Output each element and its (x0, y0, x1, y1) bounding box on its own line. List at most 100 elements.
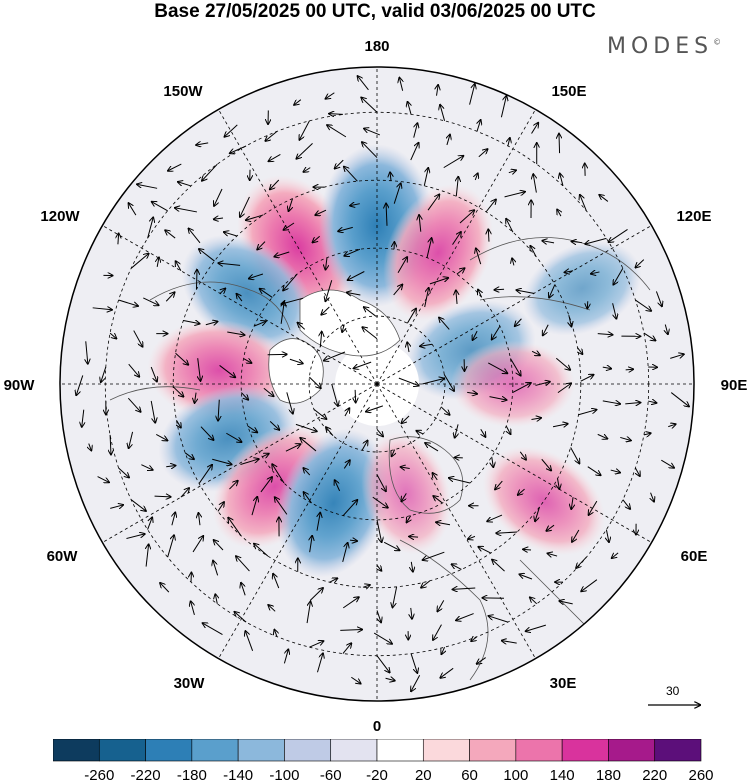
wind-arrow (504, 192, 525, 198)
wind-arrow (494, 289, 505, 290)
wind-arrow (495, 480, 503, 489)
colorbar-box (469, 739, 517, 762)
wind-arrow (402, 415, 410, 423)
wind-arrow (478, 149, 488, 158)
wind-arrow (129, 203, 137, 216)
wind-arrow (440, 667, 454, 678)
wind-arrow (376, 655, 390, 673)
wind-arrow (176, 420, 180, 427)
wind-arrow (515, 318, 522, 326)
wind-arrow (419, 215, 421, 232)
wind-arrow (205, 322, 218, 325)
wind-arrow (118, 234, 119, 245)
wind-arrow (655, 291, 661, 306)
wind-arrow (489, 397, 507, 400)
wind-arrow (455, 424, 458, 437)
wind-arrow (488, 362, 507, 373)
wind-arrow (535, 382, 549, 386)
wind-arrow (109, 332, 116, 338)
wind-arrow (165, 292, 174, 302)
wind-arrow (141, 464, 152, 470)
wind-arrow (309, 641, 323, 648)
wind-arrow (572, 241, 583, 242)
wind-arrow (289, 198, 294, 212)
wind-arrow (475, 173, 477, 181)
wind-arrow (468, 536, 476, 539)
wind-arrow (196, 270, 197, 290)
wind-arrow (342, 597, 359, 609)
wind-arrow (154, 496, 171, 497)
wind-arrow (335, 480, 341, 492)
graticule (60, 67, 694, 701)
wind-arrow (240, 196, 250, 217)
wind-arrow (437, 600, 445, 611)
wind-vectors (76, 76, 689, 691)
wind-arrow (477, 120, 481, 132)
wind-arrow (167, 535, 174, 558)
wind-arrow (168, 163, 182, 171)
wind-arrow (530, 597, 538, 605)
wind-arrow (247, 425, 257, 432)
wind-arrow (597, 334, 613, 335)
colorbar-box (608, 739, 656, 762)
wind-arrow (269, 154, 281, 161)
wind-arrow (320, 332, 321, 347)
wind-arrow (651, 492, 654, 502)
wind-arrow (410, 143, 419, 161)
meridian-line (102, 225, 378, 385)
wind-arrow (488, 229, 489, 242)
wind-arrow (456, 613, 474, 621)
wind-arrow (456, 268, 465, 275)
wind-arrow (376, 474, 386, 492)
colorbar-label: 140 (550, 767, 575, 783)
wind-arrow (423, 551, 445, 560)
wind-arrow (342, 324, 344, 332)
wind-arrow (433, 624, 442, 640)
wind-arrow (665, 324, 668, 334)
wind-arrow (386, 204, 387, 226)
wind-arrow (226, 432, 241, 442)
wind-arrow (467, 392, 477, 394)
wind-arrow (214, 188, 223, 206)
wind-arrow (361, 441, 367, 451)
wind-arrow (397, 257, 407, 274)
wind-arrow (441, 646, 444, 654)
wind-arrow (571, 497, 573, 509)
wind-arrow (128, 363, 140, 377)
wind-arrow (344, 167, 358, 182)
wind-arrow (581, 579, 598, 592)
wind-arrow (118, 299, 138, 306)
lon-label-60w: 60W (47, 548, 79, 565)
wind-arrow (214, 218, 224, 219)
wind-arrow (411, 675, 421, 691)
wind-arrow (345, 408, 349, 417)
latitude-circle (240, 247, 514, 521)
copyright-mark: © (713, 37, 722, 47)
wind-arrow (212, 458, 231, 464)
wind-arrow (622, 499, 630, 509)
wind-arrow (118, 467, 129, 478)
wind-arrow (147, 518, 153, 530)
colorbar-label: 100 (503, 767, 528, 783)
wind-arrow (372, 496, 388, 508)
wind-arrow (257, 241, 266, 250)
wind-arrow (296, 143, 313, 158)
anomaly-low-east-asia (522, 240, 642, 336)
wind-arrow (196, 143, 209, 145)
wind-arrow (284, 222, 295, 230)
wind-arrow (436, 522, 451, 524)
wind-arrow (130, 254, 148, 269)
wind-arrow (361, 98, 378, 113)
wind-arrow (385, 678, 395, 680)
wind-arrow (82, 409, 84, 427)
wind-arrow (530, 246, 537, 257)
wind-arrow (440, 406, 450, 415)
wind-arrow (552, 424, 568, 427)
wind-arrow (423, 168, 428, 186)
anomaly-field (147, 144, 642, 578)
wind-arrow (265, 130, 278, 140)
wind-arrow (326, 92, 335, 99)
wind-arrow (331, 383, 338, 406)
wind-arrow (481, 429, 486, 437)
wind-arrow (661, 459, 674, 468)
